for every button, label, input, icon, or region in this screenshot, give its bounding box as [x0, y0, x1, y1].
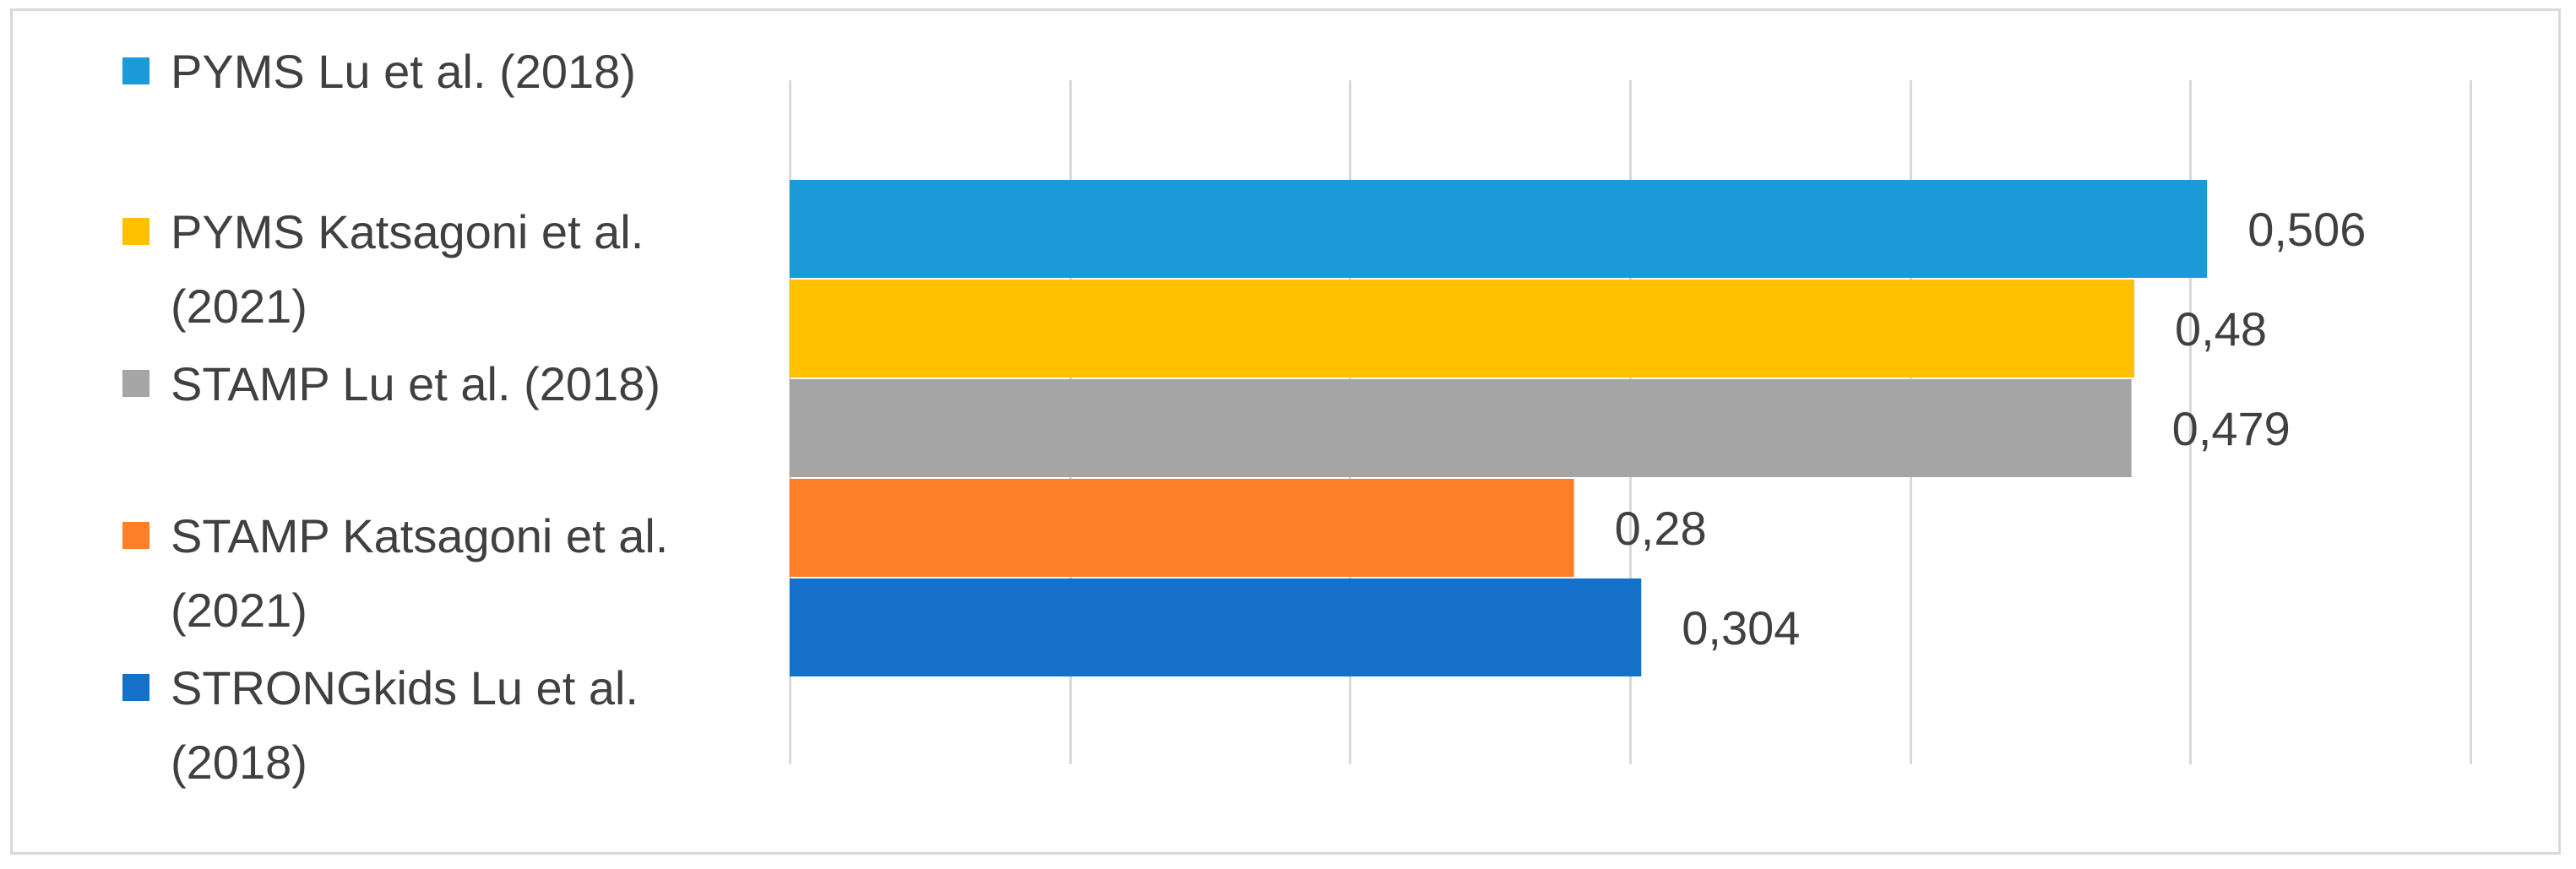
- bar: [790, 578, 1642, 676]
- legend-swatch: [122, 370, 149, 397]
- bar: [790, 280, 2134, 377]
- data-label: 0,506: [2247, 203, 2366, 256]
- bar: [790, 479, 1574, 577]
- data-label: 0,304: [1682, 601, 1800, 654]
- data-label: 0,48: [2175, 302, 2267, 356]
- legend-label: PYMS Lu et al. (2018): [171, 45, 636, 98]
- legend-swatch: [122, 674, 149, 701]
- bar: [790, 379, 2132, 477]
- data-label: 0,28: [1615, 502, 1707, 555]
- legend-swatch: [122, 218, 149, 245]
- legend-swatch: [122, 522, 149, 549]
- legend-label: STRONGkids Lu et al.: [171, 661, 639, 714]
- legend-label: (2021): [171, 584, 307, 637]
- legend-label: STAMP Lu et al. (2018): [171, 357, 660, 410]
- legend-label: (2018): [171, 736, 307, 789]
- legend-label: (2021): [171, 280, 307, 333]
- data-label: 0,479: [2172, 402, 2291, 455]
- bar: [790, 180, 2208, 278]
- legend-swatch: [122, 57, 149, 84]
- legend-label: STAMP Katsagoni et al.: [171, 509, 668, 562]
- legend-label: PYMS Katsagoni et al.: [171, 205, 644, 258]
